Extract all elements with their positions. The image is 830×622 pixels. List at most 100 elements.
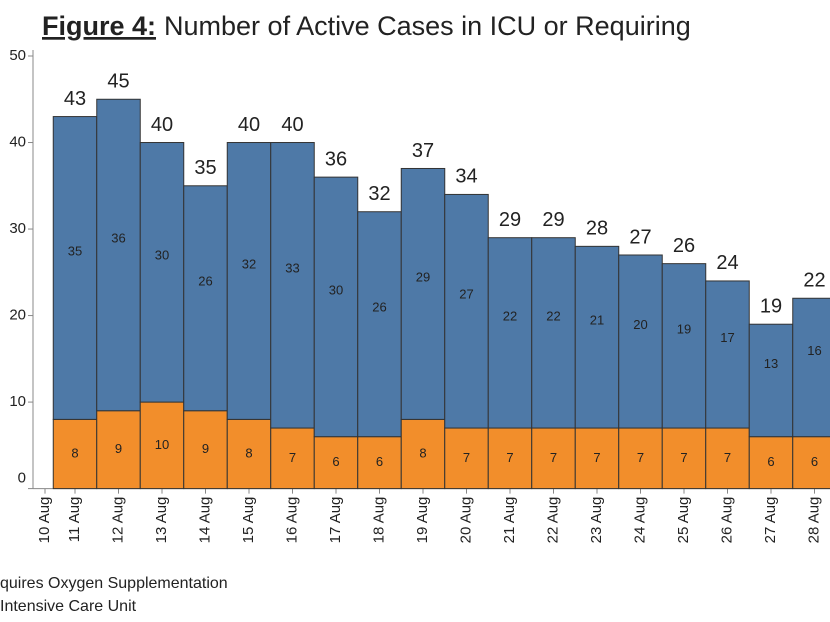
y-tick-label: 50 bbox=[9, 47, 26, 64]
total-label: 35 bbox=[194, 157, 216, 179]
bar-segment bbox=[96, 98, 141, 412]
x-tick-label: 18 Aug bbox=[370, 497, 387, 544]
segment-label: 7 bbox=[680, 450, 687, 465]
segment-label: 7 bbox=[593, 450, 600, 465]
bar-segment bbox=[183, 185, 228, 412]
x-tick-label: 14 Aug bbox=[196, 497, 213, 544]
segment-label: 29 bbox=[416, 269, 430, 284]
x-tick-label: 20 Aug bbox=[457, 497, 474, 544]
segment-label: 7 bbox=[506, 450, 513, 465]
segment-label: 6 bbox=[811, 454, 818, 469]
segment-label: 22 bbox=[503, 308, 517, 323]
x-tick-label: 25 Aug bbox=[675, 497, 692, 544]
bar-segment bbox=[792, 297, 830, 438]
y-tick-label: 0 bbox=[18, 470, 26, 487]
total-label: 40 bbox=[151, 114, 173, 136]
total-label: 24 bbox=[716, 252, 738, 274]
x-tick-label: 27 Aug bbox=[762, 497, 779, 544]
segment-label: 9 bbox=[115, 441, 122, 456]
segment-label: 27 bbox=[459, 287, 473, 302]
segment-label: 30 bbox=[155, 248, 169, 263]
x-tick-label: 16 Aug bbox=[283, 497, 300, 544]
segment-label: 30 bbox=[329, 282, 343, 297]
title-text: Number of Active Cases in ICU or Requiri… bbox=[164, 11, 691, 41]
x-tick-label: 22 Aug bbox=[544, 497, 561, 544]
bar-segment bbox=[226, 142, 272, 420]
bar-segment bbox=[748, 436, 794, 490]
segment-label: 21 bbox=[590, 313, 604, 328]
bar-segment bbox=[487, 427, 533, 490]
chart-title: Figure 4: Number of Active Cases in ICU o… bbox=[42, 11, 691, 41]
x-tick-label: 21 Aug bbox=[501, 497, 518, 544]
total-label: 36 bbox=[325, 148, 347, 170]
segment-label: 7 bbox=[637, 450, 644, 465]
x-tick-label: 17 Aug bbox=[327, 497, 344, 544]
total-label: 29 bbox=[542, 209, 564, 231]
x-tick-label: 13 Aug bbox=[153, 497, 170, 544]
bar-segment bbox=[661, 427, 707, 490]
total-label: 22 bbox=[803, 270, 825, 292]
segment-label: 10 bbox=[155, 437, 169, 452]
x-tick-label: 11 Aug bbox=[66, 497, 83, 543]
segment-label: 6 bbox=[332, 454, 339, 469]
bar-segment bbox=[705, 280, 750, 429]
segment-label: 7 bbox=[550, 450, 557, 465]
total-label: 40 bbox=[281, 114, 303, 136]
segment-label: 6 bbox=[767, 454, 774, 469]
bar-segment bbox=[52, 116, 98, 420]
segment-label: 7 bbox=[289, 450, 296, 465]
bar-segment bbox=[748, 323, 794, 438]
bar-segment bbox=[574, 245, 620, 429]
bar-segment bbox=[313, 176, 359, 438]
bar-segment bbox=[400, 167, 446, 420]
segment-label: 6 bbox=[376, 454, 383, 469]
bar-segment bbox=[357, 211, 402, 438]
segment-label: 26 bbox=[198, 274, 212, 289]
segment-label: 33 bbox=[285, 261, 299, 276]
title-label: Figure 4: bbox=[42, 11, 156, 41]
x-tick-label: 19 Aug bbox=[414, 497, 431, 544]
x-tick-label: 15 Aug bbox=[240, 497, 257, 544]
bar-segment bbox=[96, 410, 141, 490]
y-tick-label: 30 bbox=[9, 220, 26, 237]
bar-segment bbox=[487, 237, 533, 429]
segment-label: 17 bbox=[720, 330, 734, 345]
bar-segment bbox=[618, 254, 663, 429]
segment-label: 7 bbox=[463, 450, 470, 465]
bar-segment bbox=[792, 436, 830, 490]
bar-segment bbox=[183, 410, 228, 490]
segment-label: 8 bbox=[245, 445, 252, 460]
bar-segment bbox=[618, 427, 663, 490]
bar-segment bbox=[139, 142, 185, 403]
bar-segment bbox=[357, 436, 402, 490]
y-tick-label: 20 bbox=[9, 307, 26, 324]
segment-label: 22 bbox=[546, 308, 560, 323]
segment-label: 19 bbox=[677, 321, 691, 336]
legend-label: quires Oxygen Supplementation bbox=[0, 575, 228, 592]
segment-label: 8 bbox=[71, 445, 78, 460]
total-label: 29 bbox=[499, 209, 521, 231]
total-label: 27 bbox=[629, 226, 651, 248]
total-label: 37 bbox=[412, 140, 434, 162]
bar-segment bbox=[270, 142, 315, 429]
total-label: 28 bbox=[586, 218, 608, 240]
y-tick-label: 10 bbox=[9, 393, 26, 410]
total-label: 32 bbox=[368, 183, 390, 205]
segment-label: 13 bbox=[764, 356, 778, 371]
segment-label: 26 bbox=[372, 300, 386, 315]
x-tick-label: 23 Aug bbox=[588, 497, 605, 544]
segment-label: 20 bbox=[633, 317, 647, 332]
x-tick-label: 10 Aug bbox=[36, 497, 53, 544]
x-tick-label: 26 Aug bbox=[718, 497, 735, 544]
total-label: 26 bbox=[673, 235, 695, 257]
x-tick-label: 28 Aug bbox=[805, 497, 822, 544]
x-tick-label: 12 Aug bbox=[109, 497, 126, 544]
segment-label: 7 bbox=[724, 450, 731, 465]
bar-segment bbox=[270, 427, 315, 490]
x-tick-label: 24 Aug bbox=[631, 497, 648, 544]
segment-label: 32 bbox=[242, 256, 256, 271]
segment-label: 35 bbox=[68, 243, 82, 258]
segment-label: 16 bbox=[807, 343, 821, 358]
bar-segment bbox=[444, 193, 489, 429]
